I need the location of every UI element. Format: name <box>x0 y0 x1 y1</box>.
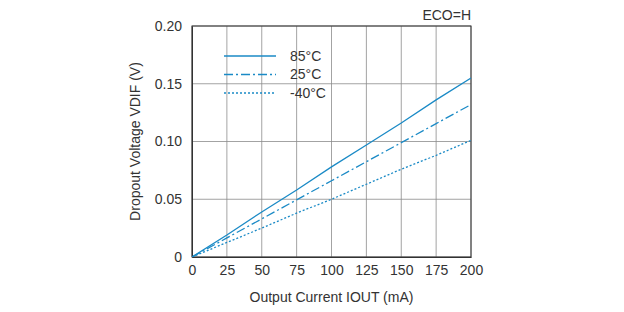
legend: 85°C 25°C -40°C <box>224 48 326 101</box>
y-axis-title: Dropout Voltage VDIF (V) <box>127 62 143 221</box>
tick: 200 <box>460 257 484 278</box>
tick-label: 0.05 <box>155 191 182 207</box>
tick-label: 0.15 <box>155 76 182 92</box>
lines <box>192 78 471 257</box>
chart: 0 25 50 75 100 125 150 175 200 0 0.05 0.10 0.15 0.20 8… <box>0 0 624 312</box>
x-axis-title: Output Current IOUT (mA) <box>250 289 414 305</box>
tick: 0.15 <box>155 76 192 92</box>
tick-label: 0.10 <box>155 133 182 149</box>
legend-swatch <box>224 74 276 75</box>
tick-label: 175 <box>425 262 449 278</box>
tick-label: 25 <box>220 262 236 278</box>
tick: 25 <box>220 257 236 278</box>
tick: 0.10 <box>155 133 192 149</box>
tick: 50 <box>254 257 270 278</box>
annotation: ECO=H <box>422 7 471 23</box>
tick: 75 <box>289 257 305 278</box>
tick: 150 <box>390 257 414 278</box>
tick-label: 50 <box>254 262 270 278</box>
tick: 125 <box>355 257 379 278</box>
x-axis: 0 25 50 75 100 125 150 175 200 <box>189 257 484 278</box>
tick: 0 <box>174 249 192 265</box>
tick-label: 0.20 <box>155 18 182 34</box>
tick: 0.05 <box>155 191 192 207</box>
legend-label: 85°C <box>290 48 321 64</box>
series-line <box>192 78 471 257</box>
tick-label: 150 <box>390 262 414 278</box>
tick-label: 200 <box>460 262 484 278</box>
legend-label: 25°C <box>290 66 321 82</box>
legend-label: -40°C <box>290 85 326 101</box>
grid-line <box>192 83 471 84</box>
tick-label: 0 <box>189 262 197 278</box>
plot-frame <box>192 26 471 257</box>
tick-label: 0 <box>174 249 182 265</box>
legend-swatch <box>224 92 276 93</box>
series-line <box>192 140 471 257</box>
tick-label: 100 <box>320 262 344 278</box>
tick-label: 125 <box>355 262 379 278</box>
tick: 0.20 <box>155 18 192 34</box>
grid-line <box>192 141 471 142</box>
y-axis: 0 0.05 0.10 0.15 0.20 <box>155 18 193 265</box>
tick: 175 <box>425 257 449 278</box>
grid-line <box>192 199 471 200</box>
tick: 100 <box>320 257 344 278</box>
grid <box>192 26 471 257</box>
tick: 0 <box>189 257 197 278</box>
tick-label: 75 <box>289 262 305 278</box>
legend-swatch <box>224 55 276 56</box>
series-line <box>192 105 471 257</box>
